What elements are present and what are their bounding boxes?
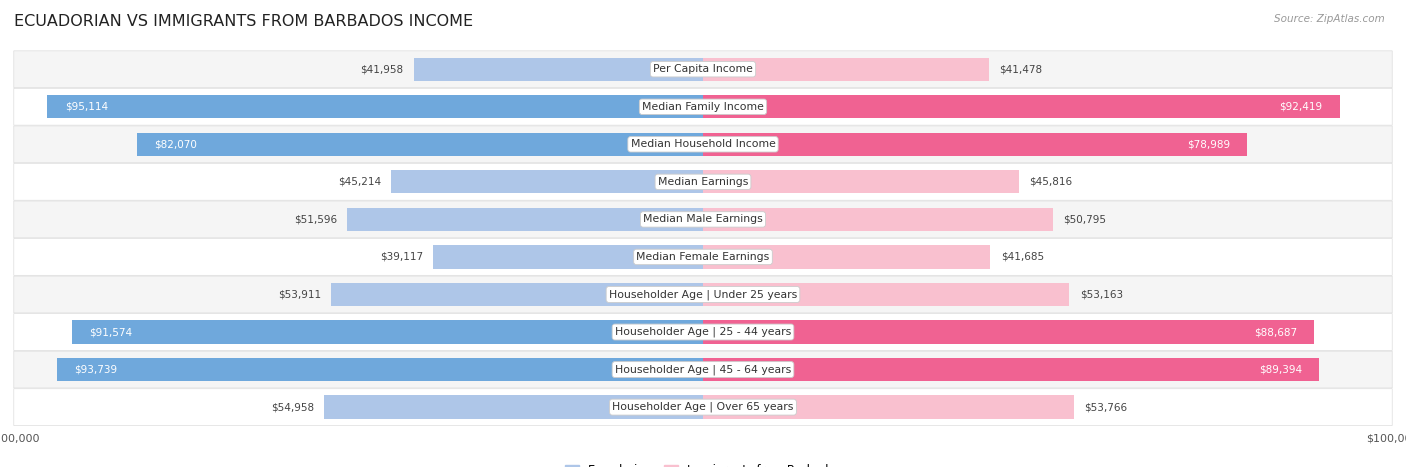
FancyBboxPatch shape [14, 201, 1392, 238]
Text: $88,687: $88,687 [1254, 327, 1296, 337]
Text: $78,989: $78,989 [1187, 139, 1230, 149]
Bar [72, 320, 703, 344]
Text: Median Household Income: Median Household Income [630, 139, 776, 149]
Text: Median Family Income: Median Family Income [643, 102, 763, 112]
Bar [138, 133, 703, 156]
Text: Householder Age | 45 - 64 years: Householder Age | 45 - 64 years [614, 364, 792, 375]
Bar [325, 396, 703, 419]
Text: $95,114: $95,114 [65, 102, 108, 112]
Text: $82,070: $82,070 [155, 139, 197, 149]
FancyBboxPatch shape [14, 126, 1392, 163]
Text: Median Female Earnings: Median Female Earnings [637, 252, 769, 262]
Bar [703, 358, 1319, 381]
Text: Householder Age | 25 - 44 years: Householder Age | 25 - 44 years [614, 327, 792, 337]
Text: $50,795: $50,795 [1063, 214, 1107, 225]
Bar [48, 95, 703, 119]
Text: $91,574: $91,574 [89, 327, 132, 337]
Text: $51,596: $51,596 [294, 214, 337, 225]
Bar [703, 133, 1247, 156]
Text: $41,958: $41,958 [360, 64, 404, 74]
Text: $53,163: $53,163 [1080, 290, 1123, 299]
Bar [703, 320, 1315, 344]
Bar [703, 396, 1074, 419]
Text: Median Male Earnings: Median Male Earnings [643, 214, 763, 225]
FancyBboxPatch shape [14, 88, 1392, 125]
Bar [56, 358, 703, 381]
Text: $93,739: $93,739 [75, 365, 117, 375]
Text: $41,685: $41,685 [1001, 252, 1043, 262]
Text: $92,419: $92,419 [1279, 102, 1323, 112]
Bar [703, 170, 1019, 193]
Legend: Ecuadorian, Immigrants from Barbados: Ecuadorian, Immigrants from Barbados [560, 459, 846, 467]
FancyBboxPatch shape [14, 51, 1392, 88]
Text: Householder Age | Under 25 years: Householder Age | Under 25 years [609, 289, 797, 300]
Text: $41,478: $41,478 [1000, 64, 1042, 74]
Bar [391, 170, 703, 193]
FancyBboxPatch shape [14, 276, 1392, 313]
Bar [703, 283, 1070, 306]
Bar [433, 245, 703, 269]
Text: $53,911: $53,911 [278, 290, 321, 299]
Bar [703, 245, 990, 269]
Bar [347, 208, 703, 231]
Text: Median Earnings: Median Earnings [658, 177, 748, 187]
Text: ECUADORIAN VS IMMIGRANTS FROM BARBADOS INCOME: ECUADORIAN VS IMMIGRANTS FROM BARBADOS I… [14, 14, 474, 29]
Text: $53,766: $53,766 [1084, 402, 1128, 412]
FancyBboxPatch shape [14, 351, 1392, 388]
Text: $89,394: $89,394 [1258, 365, 1302, 375]
FancyBboxPatch shape [14, 163, 1392, 200]
FancyBboxPatch shape [14, 389, 1392, 425]
Text: Householder Age | Over 65 years: Householder Age | Over 65 years [612, 402, 794, 412]
Bar [703, 95, 1340, 119]
Text: $39,117: $39,117 [380, 252, 423, 262]
Bar [703, 57, 988, 81]
FancyBboxPatch shape [14, 314, 1392, 350]
Text: Source: ZipAtlas.com: Source: ZipAtlas.com [1274, 14, 1385, 24]
Bar [703, 208, 1053, 231]
Text: $45,816: $45,816 [1029, 177, 1073, 187]
Text: $54,958: $54,958 [271, 402, 314, 412]
FancyBboxPatch shape [14, 239, 1392, 276]
Bar [413, 57, 703, 81]
Bar [332, 283, 703, 306]
Text: Per Capita Income: Per Capita Income [652, 64, 754, 74]
Text: $45,214: $45,214 [337, 177, 381, 187]
